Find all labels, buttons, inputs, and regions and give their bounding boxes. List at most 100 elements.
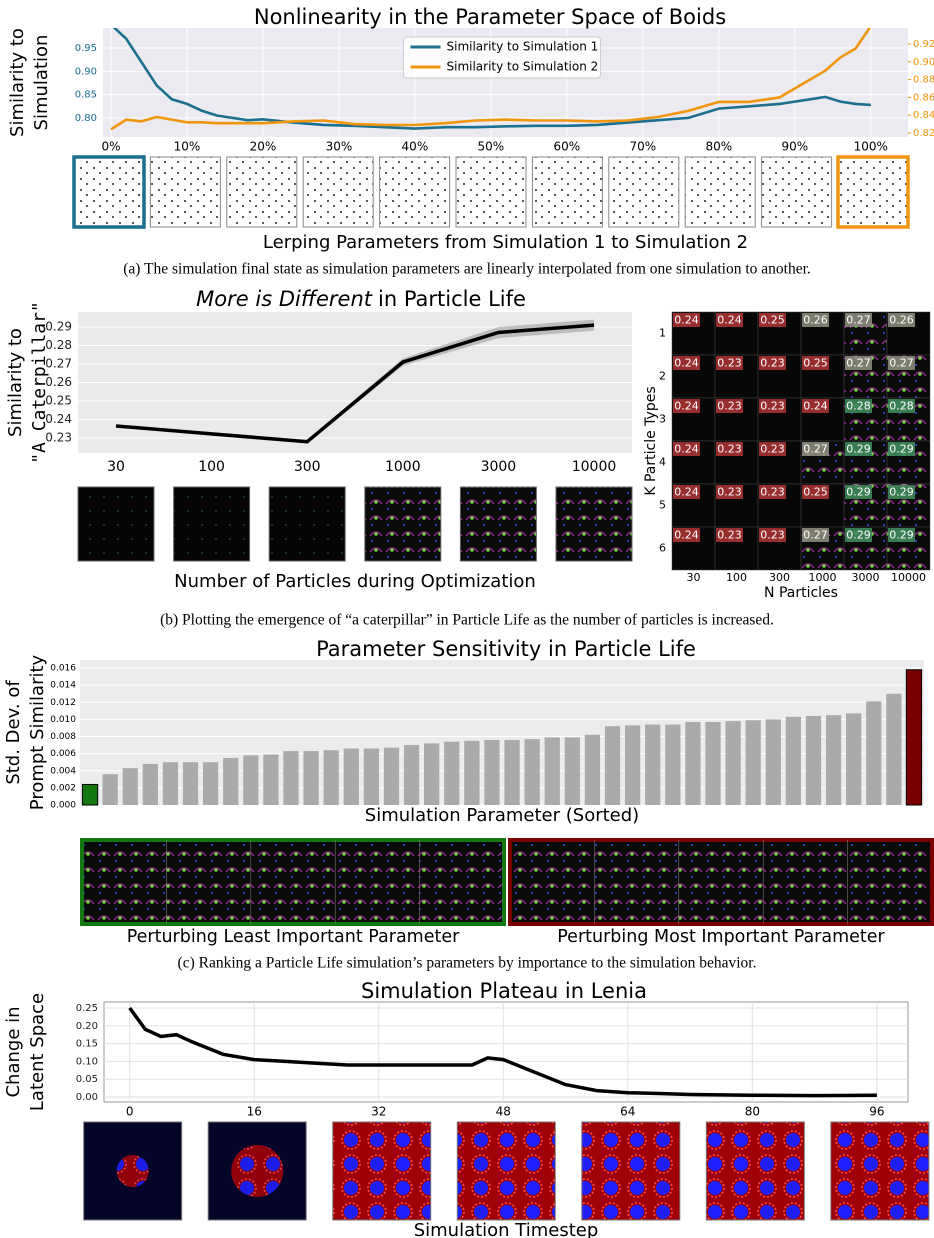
y-tick-label: 0.25 xyxy=(45,394,72,408)
cell-label: 0.23 xyxy=(760,357,785,370)
x-tick-label: 0 xyxy=(126,1105,134,1119)
bar xyxy=(223,757,239,805)
x-axis-label: N Particles xyxy=(764,585,838,601)
cell-label: 0.24 xyxy=(803,400,828,413)
cell-label-box xyxy=(716,356,743,370)
plot-lines xyxy=(110,28,872,131)
x-tick-label: 10% xyxy=(174,140,201,154)
cell-label: 0.25 xyxy=(803,486,828,499)
thumbnail xyxy=(364,486,442,562)
cell-label-box xyxy=(802,313,829,327)
thumbnail xyxy=(830,1121,930,1221)
cell-label-box xyxy=(845,485,872,499)
x-axis-label: Simulation Timestep xyxy=(414,1220,599,1238)
series-line xyxy=(110,28,872,131)
cell-label: 0.23 xyxy=(760,486,785,499)
series-line xyxy=(112,28,871,130)
thumbnail xyxy=(149,156,221,228)
y-tick-label: 0.10 xyxy=(76,1056,98,1067)
cell-label: 0.24 xyxy=(717,314,742,327)
y-tick-label: 2 xyxy=(659,370,666,383)
x-tick-label: 3000 xyxy=(481,459,517,475)
bar xyxy=(424,743,440,805)
bar xyxy=(825,715,842,805)
bar xyxy=(202,762,219,805)
y-tick-label: 0.002 xyxy=(50,783,76,793)
cell-label-box xyxy=(802,442,829,456)
thumbnail xyxy=(684,156,756,228)
y-tick-label: 0.28 xyxy=(45,338,72,352)
cell-label-box xyxy=(845,442,872,456)
y-tick-label: 0.016 xyxy=(50,664,76,674)
caption: (a) The simulation final state as simula… xyxy=(123,261,811,278)
series-line xyxy=(128,1006,877,1098)
bar xyxy=(886,693,902,805)
y-axis-label: Latent Space xyxy=(27,993,48,1111)
bar xyxy=(685,721,701,805)
cell-label: 0.25 xyxy=(803,357,828,370)
cell-label: 0.25 xyxy=(760,314,785,327)
image-strip xyxy=(508,838,934,926)
bar xyxy=(705,721,721,805)
thumbnail xyxy=(705,1121,805,1221)
thumbnail xyxy=(302,156,374,228)
x-tick-label: 48 xyxy=(496,1105,511,1119)
cell-label-box xyxy=(802,528,829,542)
cell-label-box xyxy=(673,399,700,413)
cell-label: 0.23 xyxy=(760,400,785,413)
cell-label: 0.29 xyxy=(846,443,871,456)
cell-label: 0.27 xyxy=(803,529,828,542)
thumbnail xyxy=(268,486,346,562)
y2-tick-label: 0.92 xyxy=(913,39,934,50)
bar xyxy=(866,701,882,805)
cell-label-box xyxy=(716,399,743,413)
caption: (b) Plotting the emergence of “a caterpi… xyxy=(160,612,774,629)
bar xyxy=(745,720,761,805)
cell-label-box xyxy=(673,313,700,327)
y-tick-label: 1 xyxy=(659,327,666,340)
cell-label-box xyxy=(716,528,743,542)
bar xyxy=(263,754,279,805)
x-tick-label: 20% xyxy=(250,140,277,154)
thumbnail xyxy=(226,156,298,228)
cell-label-box xyxy=(888,442,915,456)
bar xyxy=(564,737,580,805)
bar xyxy=(363,748,380,805)
y-axis-label: "A Caterpillar" xyxy=(29,301,50,464)
x-tick-label: 30 xyxy=(107,459,125,475)
y2-tick-label: 0.90 xyxy=(913,57,934,68)
cell-label-box xyxy=(759,528,786,542)
x-tick-label: 10000 xyxy=(891,571,926,584)
plot-lines xyxy=(115,319,595,444)
bar xyxy=(584,734,601,805)
y-tick-label: 0.20 xyxy=(76,1021,98,1032)
plot-lines xyxy=(128,1006,877,1098)
cell-label: 0.29 xyxy=(889,443,914,456)
y2-tick-label: 0.84 xyxy=(913,110,934,121)
bar xyxy=(383,747,400,805)
cell-label: 0.24 xyxy=(674,529,699,542)
cell-label: 0.23 xyxy=(717,443,742,456)
cell-label-box xyxy=(759,399,786,413)
bar xyxy=(122,768,138,805)
cell-label-box xyxy=(845,399,872,413)
y-tick-label: 6 xyxy=(659,542,666,555)
y-axis-label: Change in xyxy=(3,1006,24,1097)
cell-label: 0.23 xyxy=(717,357,742,370)
x-tick-label: 30% xyxy=(326,140,353,154)
bar xyxy=(665,724,681,805)
y-axis-label: Similarity to xyxy=(7,28,28,137)
thumbnail xyxy=(531,156,603,228)
legend-label: Similarity to Simulation 1 xyxy=(447,40,599,54)
bar xyxy=(645,724,661,805)
x-axis-label: Lerping Parameters from Simulation 1 to … xyxy=(263,232,748,253)
chart-title: Simulation Plateau in Lenia xyxy=(361,979,647,1003)
bar xyxy=(484,739,500,805)
x-tick-label: 3000 xyxy=(852,571,880,584)
y-axis-label: Simulation xyxy=(31,35,52,131)
bar xyxy=(81,783,99,806)
cell-label: 0.23 xyxy=(717,486,742,499)
cell-label: 0.23 xyxy=(760,529,785,542)
x-tick-label: 60% xyxy=(554,140,581,154)
